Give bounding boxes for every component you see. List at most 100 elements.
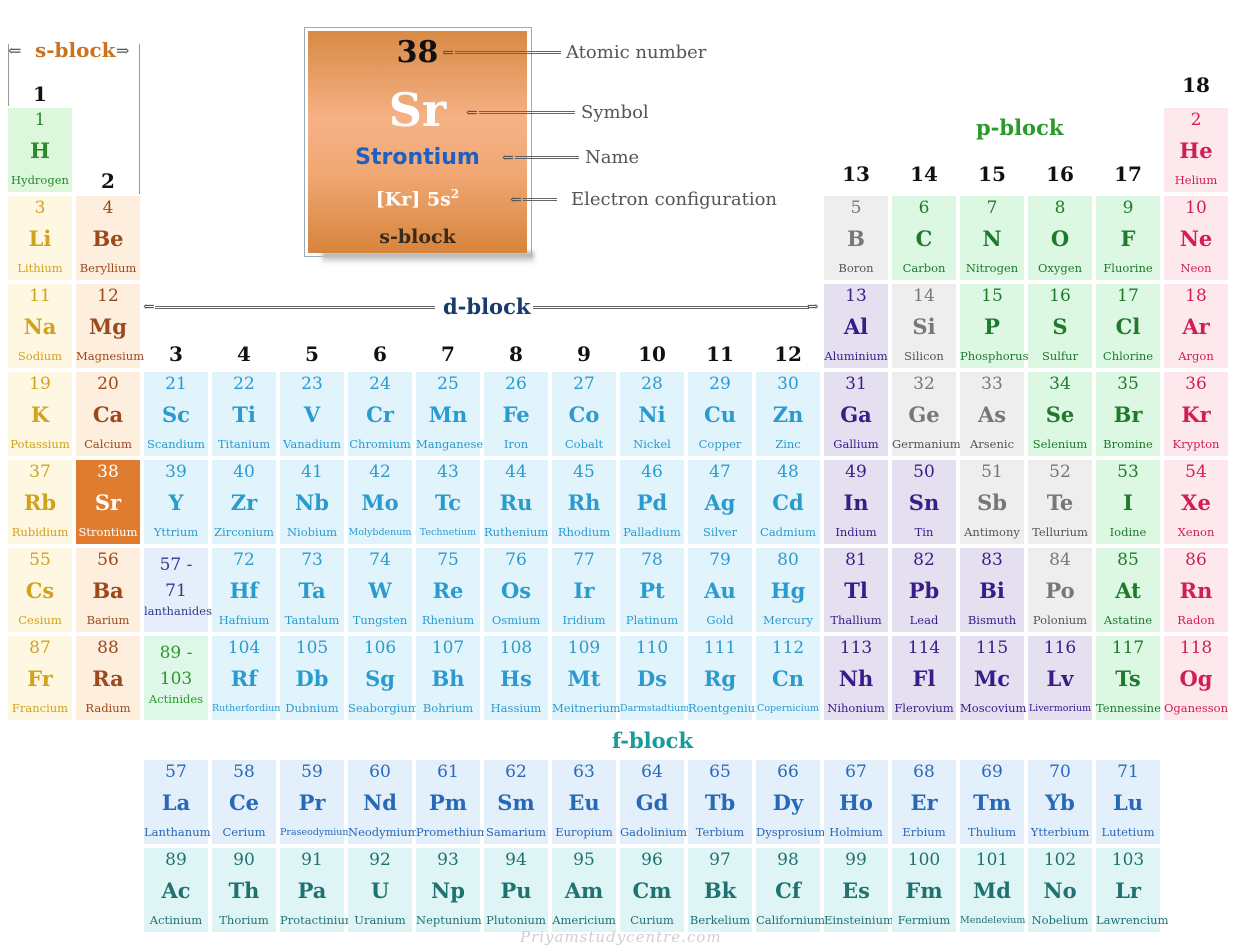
- element-cell-ar[interactable]: 18 Ar Argon: [1164, 284, 1228, 368]
- element-cell-cn[interactable]: 112 Cn Copernicium: [756, 636, 820, 720]
- element-cell-es[interactable]: 99 Es Einsteinium: [824, 848, 894, 932]
- element-cell-fr[interactable]: 87 Fr Francium: [8, 636, 72, 720]
- element-cell-rf[interactable]: 104 Rf Rutherfordium: [212, 636, 283, 720]
- element-cell-s[interactable]: 16 S Sulfur: [1028, 284, 1092, 368]
- element-cell-n[interactable]: 7 N Nitrogen: [960, 196, 1024, 280]
- element-cell-ac[interactable]: 89 Ac Actinium: [144, 848, 208, 932]
- element-cell-si[interactable]: 14 Si Silicon: [892, 284, 956, 368]
- element-cell-fl[interactable]: 114 Fl Flerovium: [892, 636, 956, 720]
- element-cell-mg[interactable]: 12 Mg Magnesium: [76, 284, 144, 368]
- element-cell-tb[interactable]: 65 Tb Terbium: [688, 760, 752, 844]
- element-cell-cl[interactable]: 17 Cl Chlorine: [1096, 284, 1160, 368]
- element-cell-lv[interactable]: 116 Lv Livermorium: [1028, 636, 1092, 720]
- element-cell-ge[interactable]: 32 Ge Germanium: [892, 372, 961, 456]
- element-cell-hf[interactable]: 72 Hf Hafnium: [212, 548, 276, 632]
- element-cell-pr[interactable]: 59 Pr Praseodymium: [280, 760, 351, 844]
- element-cell-md[interactable]: 101 Md Mendelevium: [960, 848, 1025, 932]
- element-cell-hs[interactable]: 108 Hs Hassium: [484, 636, 548, 720]
- element-cell-np[interactable]: 93 Np Neptunium: [416, 848, 482, 932]
- element-cell-cf[interactable]: 98 Cf Californium: [756, 848, 825, 932]
- element-cell-cd[interactable]: 48 Cd Cadmium: [756, 460, 820, 544]
- element-cell-at[interactable]: 85 At Astatine: [1096, 548, 1160, 632]
- element-cell-ta[interactable]: 73 Ta Tantalum: [280, 548, 344, 632]
- element-cell-sr[interactable]: 38 Sr Strontium: [76, 460, 140, 544]
- element-cell-kr[interactable]: 36 Kr Krypton: [1164, 372, 1228, 456]
- element-cell-na[interactable]: 11 Na Sodium: [8, 284, 72, 368]
- element-cell-rh[interactable]: 45 Rh Rhodium: [552, 460, 616, 544]
- element-cell-ga[interactable]: 31 Ga Gallium: [824, 372, 888, 456]
- element-cell-re[interactable]: 75 Re Rhenium: [416, 548, 480, 632]
- element-cell-p[interactable]: 15 P Phosphorus: [960, 284, 1028, 368]
- element-cell-db[interactable]: 105 Db Dubnium: [280, 636, 344, 720]
- element-cell-lu[interactable]: 71 Lu Lutetium: [1096, 760, 1160, 844]
- element-cell-mc[interactable]: 115 Mc Moscovium: [960, 636, 1026, 720]
- element-cell-ds[interactable]: 110 Ds Darmstadtium: [620, 636, 689, 720]
- element-cell-ca[interactable]: 20 Ca Calcium: [76, 372, 140, 456]
- element-cell-ag[interactable]: 47 Ag Silver: [688, 460, 752, 544]
- element-cell-sg[interactable]: 106 Sg Seaborgium: [348, 636, 419, 720]
- element-cell-og[interactable]: 118 Og Oganesson: [1164, 636, 1228, 720]
- element-cell-la[interactable]: 57 La Lanthanum: [144, 760, 211, 844]
- element-cell-no[interactable]: 102 No Nobelium: [1028, 848, 1092, 932]
- element-cell-mn[interactable]: 25 Mn Manganese: [416, 372, 483, 456]
- element-cell-bk[interactable]: 97 Bk Berkelium: [688, 848, 752, 932]
- element-cell-nd[interactable]: 60 Nd Neodymium: [348, 760, 419, 844]
- element-cell-bh[interactable]: 107 Bh Bohrium: [416, 636, 480, 720]
- element-cell-h[interactable]: 1 H Hydrogen: [8, 108, 72, 192]
- element-cell-fm[interactable]: 100 Fm Fermium: [892, 848, 956, 932]
- element-cell-rb[interactable]: 37 Rb Rubidium: [8, 460, 72, 544]
- element-cell-rn[interactable]: 86 Rn Radon: [1164, 548, 1228, 632]
- element-cell-w[interactable]: 74 W Tungsten: [348, 548, 412, 632]
- element-cell-sn[interactable]: 50 Sn Tin: [892, 460, 956, 544]
- element-cell-be[interactable]: 4 Be Beryllium: [76, 196, 140, 280]
- element-cell-er[interactable]: 68 Er Erbium: [892, 760, 956, 844]
- element-cell-pm[interactable]: 61 Pm Promethium: [416, 760, 488, 844]
- element-cell-ba[interactable]: 56 Ba Barium: [76, 548, 140, 632]
- element-cell-am[interactable]: 95 Am Americium: [552, 848, 616, 932]
- element-cell-ni[interactable]: 28 Ni Nickel: [620, 372, 684, 456]
- element-cell-fe[interactable]: 26 Fe Iron: [484, 372, 548, 456]
- element-cell-o[interactable]: 8 O Oxygen: [1028, 196, 1092, 280]
- element-cell-se[interactable]: 34 Se Selenium: [1028, 372, 1092, 456]
- element-cell-eu[interactable]: 63 Eu Europium: [552, 760, 616, 844]
- element-cell-au[interactable]: 79 Au Gold: [688, 548, 752, 632]
- element-cell-xe[interactable]: 54 Xe Xenon: [1164, 460, 1228, 544]
- element-cell-pt[interactable]: 78 Pt Platinum: [620, 548, 684, 632]
- element-cell-tl[interactable]: 81 Tl Thallium: [824, 548, 888, 632]
- element-cell-he[interactable]: 2 He Helium: [1164, 108, 1228, 192]
- element-cell-co[interactable]: 27 Co Cobalt: [552, 372, 616, 456]
- element-cell-nh[interactable]: 113 Nh Nihonium: [824, 636, 888, 720]
- element-cell-gd[interactable]: 64 Gd Gadolinium: [620, 760, 687, 844]
- element-cell-as[interactable]: 33 As Arsenic: [960, 372, 1024, 456]
- element-cell-li[interactable]: 3 Li Lithium: [8, 196, 72, 280]
- element-cell-zr[interactable]: 40 Zr Zirconium: [212, 460, 276, 544]
- element-cell-sc[interactable]: 21 Sc Scandium: [144, 372, 208, 456]
- element-cell-mt[interactable]: 109 Mt Meitnerium: [552, 636, 621, 720]
- element-cell-ru[interactable]: 44 Ru Ruthenium: [484, 460, 548, 544]
- element-cell-in[interactable]: 49 In Indium: [824, 460, 888, 544]
- element-cell-y[interactable]: 39 Y Yttrium: [144, 460, 208, 544]
- lanthanide-series-placeholder[interactable]: 57 - 71 lanthanides: [144, 548, 212, 632]
- element-cell-cu[interactable]: 29 Cu Copper: [688, 372, 752, 456]
- element-cell-zn[interactable]: 30 Zn Zinc: [756, 372, 820, 456]
- element-cell-tm[interactable]: 69 Tm Thulium: [960, 760, 1024, 844]
- actinide-series-placeholder[interactable]: 89 - 103 Actinides: [144, 636, 208, 720]
- element-cell-sb[interactable]: 51 Sb Antimony: [960, 460, 1024, 544]
- element-cell-cr[interactable]: 24 Cr Chromium: [348, 372, 412, 456]
- element-cell-cm[interactable]: 96 Cm Curium: [620, 848, 684, 932]
- element-cell-tc[interactable]: 43 Tc Technetium: [416, 460, 480, 544]
- element-cell-ne[interactable]: 10 Ne Neon: [1164, 196, 1228, 280]
- element-cell-i[interactable]: 53 I Iodine: [1096, 460, 1160, 544]
- element-cell-cs[interactable]: 55 Cs Cesium: [8, 548, 72, 632]
- element-cell-yb[interactable]: 70 Yb Ytterbium: [1028, 760, 1092, 844]
- element-cell-hg[interactable]: 80 Hg Mercury: [756, 548, 820, 632]
- element-cell-ra[interactable]: 88 Ra Radium: [76, 636, 140, 720]
- element-cell-ti[interactable]: 22 Ti Titanium: [212, 372, 276, 456]
- element-cell-c[interactable]: 6 C Carbon: [892, 196, 956, 280]
- element-cell-k[interactable]: 19 K Potassium: [8, 372, 72, 456]
- element-cell-ts[interactable]: 117 Ts Tennessine: [1096, 636, 1161, 720]
- element-cell-al[interactable]: 13 Al Aluminium: [824, 284, 888, 368]
- element-cell-v[interactable]: 23 V Vanadium: [280, 372, 344, 456]
- element-cell-sm[interactable]: 62 Sm Samarium: [484, 760, 548, 844]
- element-cell-nb[interactable]: 41 Nb Niobium: [280, 460, 344, 544]
